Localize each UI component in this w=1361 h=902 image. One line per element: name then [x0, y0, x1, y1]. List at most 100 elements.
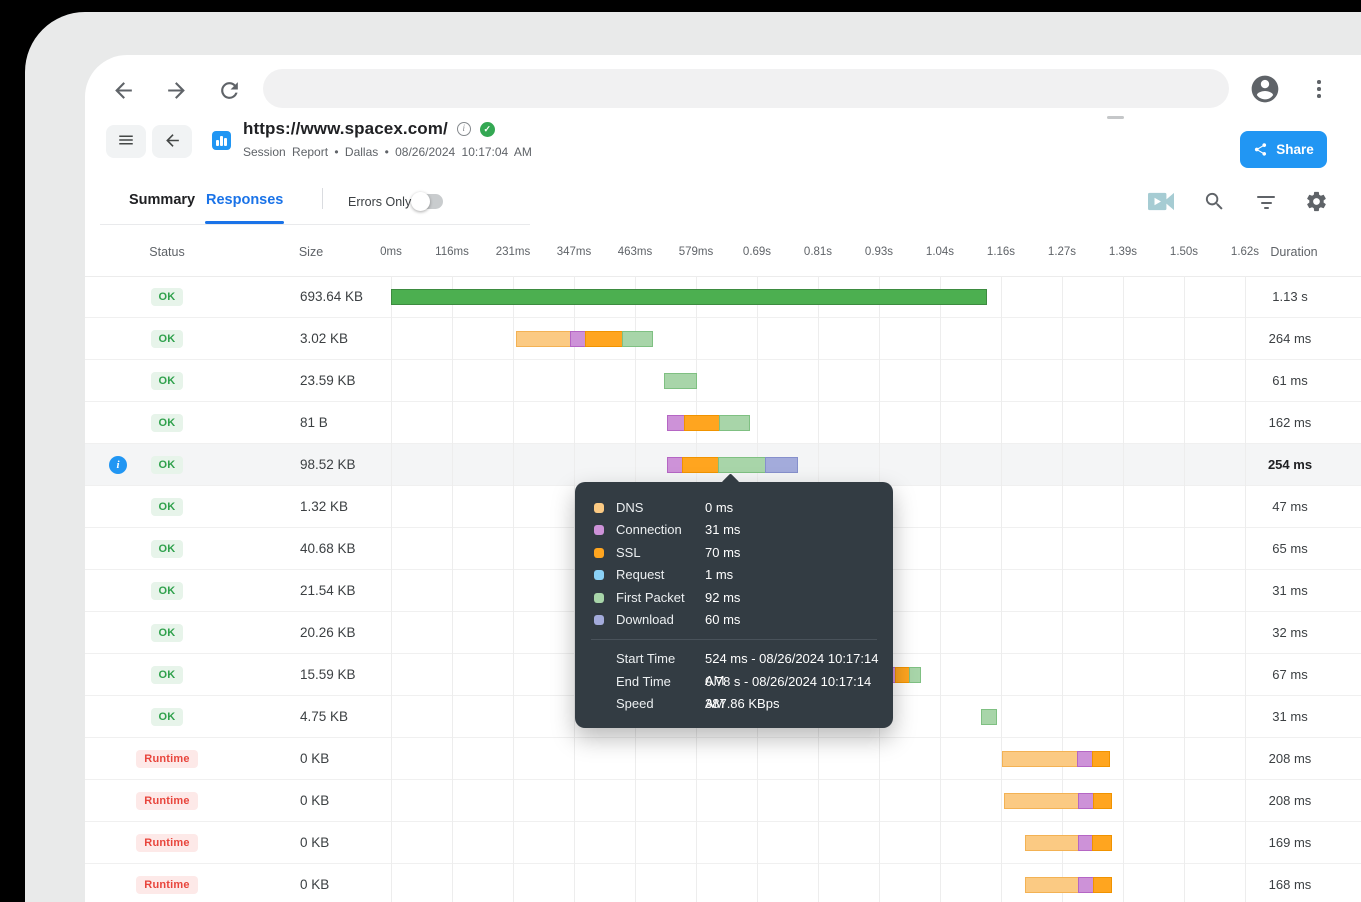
phase-label: First Packet [616, 589, 685, 605]
bar-segment-connection [1077, 751, 1093, 767]
share-button-label: Share [1276, 142, 1314, 157]
bar-segment-connection [1078, 793, 1094, 809]
timeline-gridline [513, 276, 514, 902]
status-badge: OK [150, 624, 184, 642]
tab-responses[interactable]: Responses [206, 192, 284, 208]
size-value: 20.26 KB [300, 625, 356, 640]
tooltip-detail-row: Start Time 524 ms - 08/26/2024 10:17:14 A… [575, 648, 893, 688]
avatar-icon[interactable] [1249, 73, 1281, 105]
browser-forward-button[interactable] [162, 76, 190, 104]
verified-check-icon: ✓ [479, 121, 495, 137]
timeline-tick: 0.81s [803, 246, 833, 258]
phase-swatch-download [594, 615, 604, 625]
gear-icon[interactable] [1305, 190, 1328, 216]
status-cell: OK [130, 696, 204, 738]
video-camera-icon[interactable] [1148, 192, 1174, 214]
status-cell: Runtime [130, 780, 204, 822]
column-header-size: Size [298, 245, 324, 259]
table-row[interactable]: OK 3.02 KB 264 ms [85, 318, 1361, 360]
status-cell: OK [130, 654, 204, 696]
report-back-button[interactable] [152, 125, 192, 158]
waterfall-bar[interactable] [664, 373, 697, 389]
table-row[interactable]: Runtime 0 KB 169 ms [85, 822, 1361, 864]
waterfall-bar[interactable] [981, 709, 997, 725]
timeline-tick: 1.27s [1047, 246, 1077, 258]
table-row[interactable]: Runtime 0 KB 168 ms [85, 864, 1361, 902]
waterfall-bar[interactable] [1002, 751, 1110, 767]
timeline-gridline [1001, 276, 1002, 902]
duration-value: 31 ms [1272, 583, 1308, 598]
timeline-tick: 1.50s [1169, 246, 1199, 258]
size-value: 81 B [300, 415, 328, 430]
bar-segment-ssl [895, 667, 910, 683]
table-row[interactable]: Runtime 0 KB 208 ms [85, 738, 1361, 780]
errors-only-toggle[interactable] [411, 192, 443, 211]
browser-refresh-button[interactable] [215, 76, 243, 104]
scrollbar-nub [1107, 116, 1124, 119]
tooltip-detail-row: Speed 387.86 KBps [575, 693, 893, 715]
filter-icon[interactable] [1257, 196, 1275, 209]
hamburger-menu-button[interactable] [106, 125, 146, 158]
table-row[interactable]: OK 693.64 KB 1.13 s [85, 276, 1361, 318]
status-badge: Runtime [136, 876, 198, 894]
status-badge: OK [150, 456, 184, 474]
timeline-tick: 1.39s [1108, 246, 1138, 258]
address-bar[interactable] [263, 69, 1229, 108]
bar-segment-download [765, 457, 798, 473]
bar-segment-ssl [682, 457, 719, 473]
browser-back-button[interactable] [109, 76, 137, 104]
phase-swatch-request [594, 570, 604, 581]
table-row[interactable]: Runtime 0 KB 208 ms [85, 780, 1361, 822]
table-row[interactable]: OK 23.59 KB 61 ms [85, 360, 1361, 402]
table-row[interactable]: OK 4.75 KB 31 ms [85, 696, 1361, 738]
status-cell: OK [130, 318, 204, 360]
phase-label: Request [616, 567, 665, 583]
table-row[interactable]: OK 81 B 162 ms [85, 402, 1361, 444]
waterfall-bar[interactable] [889, 667, 921, 683]
bar-segment-first_packet [664, 373, 697, 389]
size-value: 693.64 KB [300, 289, 364, 304]
info-icon[interactable]: i [456, 122, 471, 136]
tooltip-detail-row: End Time 0.78 s - 08/26/2024 10:17:14 AM [575, 671, 893, 711]
duration-value: 67 ms [1272, 667, 1308, 682]
duration-value: 168 ms [1268, 877, 1312, 892]
size-value: 0 KB [300, 793, 330, 808]
status-badge: OK [150, 708, 184, 726]
timeline-tick: 0ms [380, 246, 402, 258]
timeline-gridline [1123, 276, 1124, 902]
waterfall-bar[interactable] [667, 415, 750, 431]
row-info-icon[interactable]: i [109, 456, 127, 474]
tabs-divider [322, 188, 323, 209]
duration-value: 47 ms [1272, 499, 1308, 514]
duration-value: 208 ms [1268, 793, 1312, 808]
status-cell: OK [130, 570, 204, 612]
waterfall-bar[interactable] [1025, 835, 1112, 851]
status-cell: OK [130, 486, 204, 528]
waterfall-bar[interactable] [391, 289, 987, 305]
timeline-tick: 1.62s [1230, 246, 1260, 258]
phase-value: 0 ms [705, 500, 734, 515]
timeline-tick: 116ms [435, 246, 469, 258]
status-badge: Runtime [136, 792, 198, 810]
waterfall-bar[interactable] [1025, 877, 1112, 893]
waterfall-bar[interactable] [667, 457, 798, 473]
waterfall-bar[interactable] [1004, 793, 1112, 809]
kebab-menu-icon[interactable] [1313, 75, 1325, 103]
timeline-tick: 231ms [495, 246, 531, 258]
bar-segment-dns [1004, 793, 1079, 809]
table-header: Status Size 0ms 116ms 231ms 347ms 463ms 579ms… [85, 229, 1361, 277]
search-icon[interactable] [1203, 190, 1226, 216]
status-cell: Runtime [130, 864, 204, 902]
timeline-tick: 0.69s [742, 246, 772, 258]
waterfall-bar[interactable] [516, 331, 653, 347]
status-badge: Runtime [136, 834, 198, 852]
share-button[interactable]: Share [1240, 131, 1327, 168]
active-tab-underline [205, 221, 284, 224]
bar-segment-content [391, 289, 987, 305]
bar-segment-first_packet [718, 457, 766, 473]
duration-value: 61 ms [1272, 373, 1308, 388]
phase-value: 92 ms [705, 589, 741, 605]
bar-segment-connection [667, 457, 683, 473]
tab-summary[interactable]: Summary [129, 192, 196, 208]
phase-value: 70 ms [705, 544, 741, 560]
